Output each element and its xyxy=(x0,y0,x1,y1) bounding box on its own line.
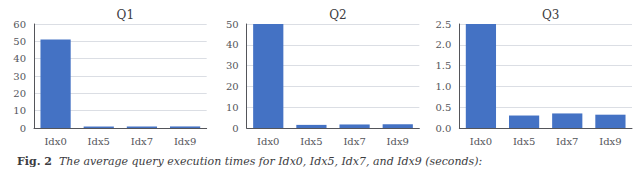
svg-text:Q3: Q3 xyxy=(542,8,559,22)
svg-text:Idx9: Idx9 xyxy=(599,136,621,147)
svg-text:10: 10 xyxy=(13,105,26,116)
svg-text:Idx9: Idx9 xyxy=(174,136,196,147)
svg-text:50: 50 xyxy=(13,36,26,47)
svg-text:50: 50 xyxy=(226,19,239,30)
svg-text:0.0: 0.0 xyxy=(435,123,451,134)
svg-text:0: 0 xyxy=(20,123,26,134)
svg-text:Idx5: Idx5 xyxy=(513,136,535,147)
svg-text:The average query execution ti: The average query execution times for Id… xyxy=(59,155,482,168)
svg-text:30: 30 xyxy=(13,71,26,82)
svg-text:Q1: Q1 xyxy=(117,8,134,22)
svg-text:40: 40 xyxy=(226,39,239,50)
svg-text:2.0: 2.0 xyxy=(435,39,451,50)
svg-text:Idx7: Idx7 xyxy=(131,136,153,147)
svg-text:60: 60 xyxy=(13,19,26,30)
svg-text:Idx7: Idx7 xyxy=(343,136,365,147)
svg-text:Idx0: Idx0 xyxy=(470,136,492,147)
svg-text:2.5: 2.5 xyxy=(435,19,451,30)
svg-text:Idx7: Idx7 xyxy=(556,136,578,147)
svg-text:10: 10 xyxy=(226,102,239,113)
svg-text:Q2: Q2 xyxy=(329,8,346,22)
svg-text:1.0: 1.0 xyxy=(435,81,451,92)
svg-text:30: 30 xyxy=(226,60,239,71)
svg-text:Idx9: Idx9 xyxy=(387,136,409,147)
svg-text:0.5: 0.5 xyxy=(435,102,451,113)
svg-text:Idx0: Idx0 xyxy=(44,136,66,147)
svg-text:Idx5: Idx5 xyxy=(88,136,110,147)
svg-text:Idx0: Idx0 xyxy=(257,136,279,147)
svg-text:20: 20 xyxy=(226,81,239,92)
svg-text:Fig. 2: Fig. 2 xyxy=(17,155,52,168)
svg-text:1.5: 1.5 xyxy=(435,60,451,71)
svg-text:Idx5: Idx5 xyxy=(300,136,322,147)
svg-text:0: 0 xyxy=(232,123,238,134)
svg-text:40: 40 xyxy=(13,53,26,64)
svg-text:20: 20 xyxy=(13,88,26,99)
